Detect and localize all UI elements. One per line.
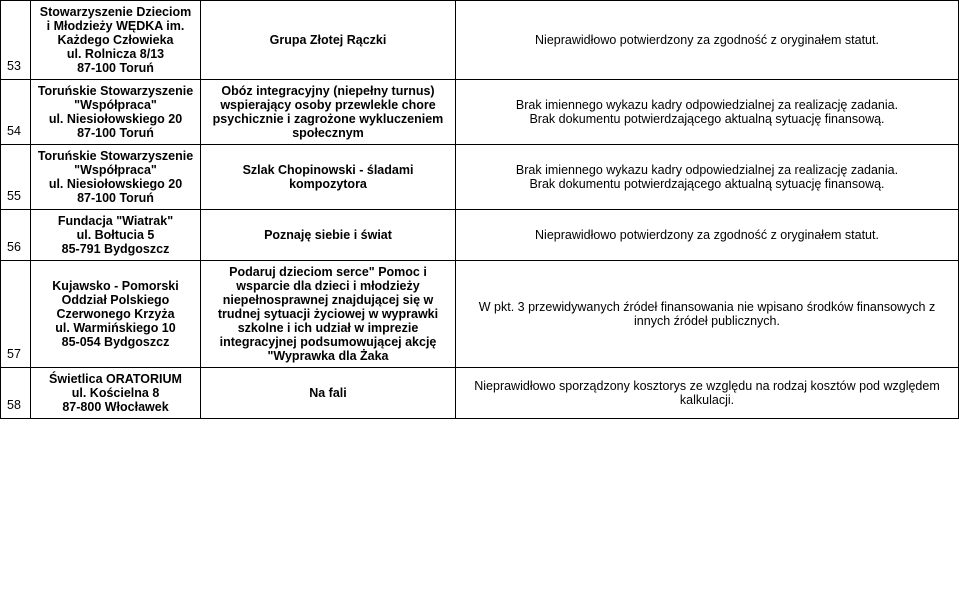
proj-cell: Grupa Złotej Rączki xyxy=(201,1,456,80)
row-number-cell: 53 xyxy=(1,1,31,80)
proj-cell: Na fali xyxy=(201,368,456,419)
row-number-cell: 55 xyxy=(1,145,31,210)
table-row: 56 Fundacja "Wiatrak"ul. Bołtucia 585-79… xyxy=(1,210,959,261)
org-text: Toruńskie Stowarzyszenie "Współpraca"ul.… xyxy=(37,84,194,140)
reason-cell: Brak imiennego wykazu kadry odpowiedzial… xyxy=(456,145,959,210)
reason-cell: W pkt. 3 przewidywanych źródeł finansowa… xyxy=(456,261,959,368)
table-row: 54 Toruńskie Stowarzyszenie "Współpraca"… xyxy=(1,80,959,145)
reason-text: Nieprawidłowo potwierdzony za zgodność z… xyxy=(462,228,952,242)
proj-cell: Poznaję siebie i świat xyxy=(201,210,456,261)
reason-cell: Nieprawidłowo sporządzony kosztorys ze w… xyxy=(456,368,959,419)
data-table: 53 Stowarzyszenie Dzieciom i Młodzieży W… xyxy=(0,0,959,419)
reason-text: Brak imiennego wykazu kadry odpowiedzial… xyxy=(462,98,952,126)
row-number-cell: 54 xyxy=(1,80,31,145)
row-number: 57 xyxy=(7,347,24,361)
reason-text: Nieprawidłowo potwierdzony za zgodność z… xyxy=(462,33,952,47)
reason-text: Nieprawidłowo sporządzony kosztorys ze w… xyxy=(462,379,952,407)
org-text: Stowarzyszenie Dzieciom i Młodzieży WĘDK… xyxy=(37,5,194,75)
org-cell: Toruńskie Stowarzyszenie "Współpraca"ul.… xyxy=(31,145,201,210)
reason-cell: Brak imiennego wykazu kadry odpowiedzial… xyxy=(456,80,959,145)
org-text: Kujawsko - Pomorski Oddział Polskiego Cz… xyxy=(37,279,194,349)
proj-cell: Szlak Chopinowski - śladami kompozytora xyxy=(201,145,456,210)
proj-text: Podaruj dzieciom serce" Pomoc i wsparcie… xyxy=(207,265,449,363)
row-number: 56 xyxy=(7,240,24,254)
table-row: 58 Świetlica ORATORIUMul. Kościelna 887-… xyxy=(1,368,959,419)
org-cell: Świetlica ORATORIUMul. Kościelna 887-800… xyxy=(31,368,201,419)
org-cell: Fundacja "Wiatrak"ul. Bołtucia 585-791 B… xyxy=(31,210,201,261)
row-number: 54 xyxy=(7,124,24,138)
proj-text: Na fali xyxy=(207,386,449,400)
table-row: 53 Stowarzyszenie Dzieciom i Młodzieży W… xyxy=(1,1,959,80)
org-cell: Stowarzyszenie Dzieciom i Młodzieży WĘDK… xyxy=(31,1,201,80)
row-number-cell: 56 xyxy=(1,210,31,261)
row-number: 55 xyxy=(7,189,24,203)
reason-cell: Nieprawidłowo potwierdzony za zgodność z… xyxy=(456,210,959,261)
row-number-cell: 58 xyxy=(1,368,31,419)
reason-cell: Nieprawidłowo potwierdzony za zgodność z… xyxy=(456,1,959,80)
proj-text: Obóz integracyjny (niepełny turnus) wspi… xyxy=(207,84,449,140)
proj-cell: Podaruj dzieciom serce" Pomoc i wsparcie… xyxy=(201,261,456,368)
org-cell: Kujawsko - Pomorski Oddział Polskiego Cz… xyxy=(31,261,201,368)
row-number-cell: 57 xyxy=(1,261,31,368)
reason-text: Brak imiennego wykazu kadry odpowiedzial… xyxy=(462,163,952,191)
org-text: Toruńskie Stowarzyszenie "Współpraca"ul.… xyxy=(37,149,194,205)
proj-text: Grupa Złotej Rączki xyxy=(207,33,449,47)
org-cell: Toruńskie Stowarzyszenie "Współpraca"ul.… xyxy=(31,80,201,145)
table-row: 55 Toruńskie Stowarzyszenie "Współpraca"… xyxy=(1,145,959,210)
row-number: 58 xyxy=(7,398,24,412)
proj-text: Poznaję siebie i świat xyxy=(207,228,449,242)
reason-text: W pkt. 3 przewidywanych źródeł finansowa… xyxy=(462,300,952,328)
proj-text: Szlak Chopinowski - śladami kompozytora xyxy=(207,163,449,191)
row-number: 53 xyxy=(7,59,24,73)
proj-cell: Obóz integracyjny (niepełny turnus) wspi… xyxy=(201,80,456,145)
table-row: 57 Kujawsko - Pomorski Oddział Polskiego… xyxy=(1,261,959,368)
org-text: Fundacja "Wiatrak"ul. Bołtucia 585-791 B… xyxy=(37,214,194,256)
org-text: Świetlica ORATORIUMul. Kościelna 887-800… xyxy=(37,372,194,414)
